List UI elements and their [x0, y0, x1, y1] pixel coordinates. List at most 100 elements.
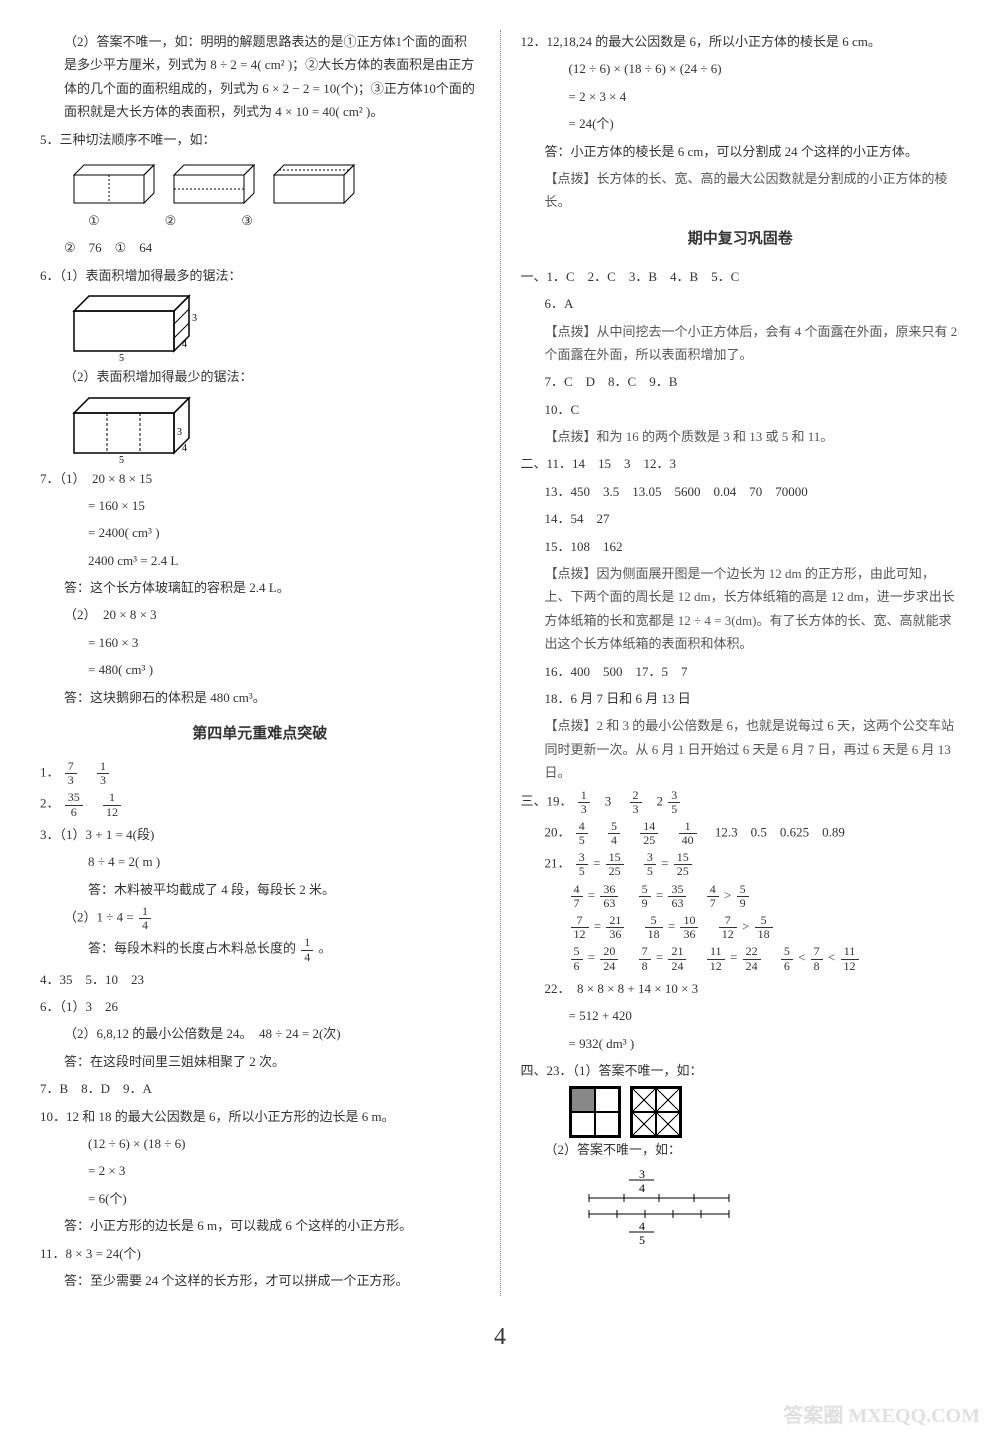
q7-1c: 2400 cm³ = 2.4 L: [40, 549, 480, 572]
f-22-24: 2224: [743, 945, 761, 972]
frac-35-6: 356: [65, 791, 83, 818]
s4-q3-1b: 答：木料被平均截成了 4 段，每段长 2 米。: [40, 878, 480, 901]
f-4-7b: 47: [707, 883, 719, 910]
s4-q10a: (12 ÷ 6) × (18 ÷ 6): [40, 1132, 480, 1155]
q7-2a: = 160 × 3: [40, 631, 480, 654]
s1-10-note: 【点拨】和为 16 的两个质数是 3 和 13 或 5 和 11。: [521, 425, 961, 448]
svg-text:3: 3: [192, 313, 197, 324]
s3-22: 22． 8 × 8 × 8 + 14 × 10 × 3: [521, 977, 961, 1000]
s4-q7: 7．B 8．D 9．A: [40, 1077, 480, 1100]
svg-text:5: 5: [119, 455, 124, 463]
s4-q1-label: 1．: [40, 765, 60, 780]
f-21-36: 2136: [606, 914, 624, 941]
right-column: 12．12,18,24 的最大公因数是 6，所以小正方体的棱长是 6 cm。 (…: [521, 30, 961, 1296]
s3-22a: = 512 + 420: [521, 1004, 961, 1027]
s4-q10: 10．12 和 18 的最大公因数是 6，所以小正方形的边长是 6 m。: [40, 1105, 480, 1128]
f-3-5b: 35: [644, 851, 656, 878]
sec4-title: 第四单元重难点突破: [40, 721, 480, 748]
f-11-12: 1112: [707, 945, 725, 972]
s4-23: 四、23．（1）答案不唯一，如：: [521, 1059, 961, 1082]
grid-a: [569, 1086, 621, 1138]
q7-1a: = 160 × 15: [40, 494, 480, 517]
s4-23-diagram: [521, 1086, 961, 1138]
frac-1-4: 14: [139, 905, 151, 932]
f-7-12b: 712: [719, 914, 737, 941]
f-5-18b: 518: [755, 914, 773, 941]
q5-ans: ② 76 ① 64: [40, 236, 480, 259]
s2-15: 15．108 162: [521, 535, 961, 558]
f-7-8b: 78: [811, 945, 823, 972]
page-number: 4: [40, 1316, 960, 1359]
s4-q3-2b: 答：每段木料的长度占木料总长度的 14 。: [40, 936, 480, 963]
s4-23-2-diagram: 3 4 4 5: [569, 1166, 749, 1246]
s4-q4: 4．35 5．10 23: [40, 968, 480, 991]
s1-7: 7．C D 8．C 9．B: [521, 370, 961, 393]
s4-q11a: 答：至少需要 24 个这样的长方形，才可以拼成一个正方形。: [40, 1269, 480, 1292]
s2-18-note: 【点拨】2 和 3 的最小公倍数是 6，也就是说每过 6 天，这两个公交车站同时…: [521, 714, 961, 784]
frac-1-4b: 14: [301, 936, 313, 963]
s4-q6-1: 6．（1）3 26: [40, 995, 480, 1018]
s4-q3-1a: 8 ÷ 4 = 2( m ): [40, 850, 480, 873]
s1-10: 10．C: [521, 398, 961, 421]
f-35-63: 3563: [668, 883, 686, 910]
s1-6: 6．A: [521, 292, 961, 315]
q6-1-diagram: 3 4 5: [64, 291, 204, 361]
frac-2-3: 23: [630, 789, 642, 816]
s4-q2: 2． 356 112: [40, 791, 480, 818]
q6-2: （2）表面积增加得最少的锯法：: [40, 365, 480, 388]
frac-14-25: 1425: [640, 820, 658, 847]
s4-q3-2b-pre: 答：每段木料的长度占木料总长度的: [88, 941, 296, 956]
f-20-24: 2024: [600, 945, 618, 972]
q7-2c: 答：这块鹅卵石的体积是 480 cm³。: [40, 686, 480, 709]
f-15-25b: 1525: [674, 851, 692, 878]
watermark: 答案圈 MXEQQ.COM: [783, 1398, 980, 1434]
s3-21-line2: 47 = 3663 59 = 3563 47 > 59: [521, 883, 961, 910]
s3-21-line1: 21． 35 = 1525 35 = 1525: [521, 851, 961, 878]
frac-1-12: 112: [103, 791, 121, 818]
grid-b: [630, 1086, 682, 1138]
q6-2-diagram: 3 4 5: [64, 393, 204, 463]
s2-13: 13．450 3.5 13.05 5600 0.04 70 70000: [521, 480, 961, 503]
left-column: （2）答案不唯一，如：明明的解题思路表达的是①正方体1个面的面积是多少平方厘米，…: [40, 30, 480, 1296]
q12b: = 2 × 3 × 4: [521, 85, 961, 108]
svg-text:4: 4: [182, 339, 187, 350]
q7-1b: = 2400( cm³ ): [40, 521, 480, 544]
frac-1-40: 140: [679, 820, 697, 847]
q5-intro: 5．三种切法顺序不唯一，如：: [40, 128, 480, 151]
svg-text:3: 3: [639, 1167, 645, 1181]
column-divider: [500, 30, 501, 1296]
frac-7-3: 73: [65, 760, 77, 787]
frac-1-3b: 13: [578, 789, 590, 816]
q5-labels: ① ② ③: [40, 209, 480, 232]
frac-1-3: 13: [97, 760, 109, 787]
f-4-7: 47: [571, 883, 583, 910]
s4-q3-2b-suf: 。: [319, 941, 332, 956]
s3-22b: = 932( dm³ ): [521, 1032, 961, 1055]
f-5-9b: 59: [737, 883, 749, 910]
s2-14: 14．54 27: [521, 507, 961, 530]
s3-21-line3: 712 = 2136 518 = 1036 712 > 518: [521, 914, 961, 941]
f-7-12: 712: [571, 914, 589, 941]
f-5-6: 56: [571, 945, 583, 972]
q12a: (12 ÷ 6) × (18 ÷ 6) × (24 ÷ 6): [521, 57, 961, 80]
s1-6-note: 【点拨】从中间挖去一个小正方体后，会有 4 个面露在外面，原来只有 2 个面露在…: [521, 320, 961, 367]
s4-q10c: = 6(个): [40, 1187, 480, 1210]
q12c: = 24(个): [521, 112, 961, 135]
s2-11: 二、11．14 15 3 12．3: [521, 452, 961, 475]
s3-20-tail: 12.3 0.5 0.625 0.89: [702, 825, 845, 840]
s3-20: 20． 45 54 1425 140 12.3 0.5 0.625 0.89: [521, 820, 961, 847]
f-10-36: 1036: [680, 914, 698, 941]
s3-21-line4: 56 = 2024 78 = 2124 1112 = 2224 56 < 78 …: [521, 945, 961, 972]
f-3-5a: 35: [576, 851, 588, 878]
svg-text:3: 3: [177, 427, 182, 438]
s4-23-2: （2）答案不唯一，如：: [521, 1138, 961, 1161]
svg-text:5: 5: [639, 1233, 645, 1246]
s2-18: 18．6 月 7 日和 6 月 13 日: [521, 687, 961, 710]
q7-1: 7．（1） 20 × 8 × 15: [40, 467, 480, 490]
f-11-12b: 1112: [841, 945, 859, 972]
q7-1d: 答：这个长方体玻璃缸的容积是 2.4 L。: [40, 576, 480, 599]
svg-text:4: 4: [182, 443, 187, 454]
q-open2: （2）答案不唯一，如：明明的解题思路表达的是①正方体1个面的面积是多少平方厘米，…: [40, 30, 480, 124]
f-21-24: 2124: [668, 945, 686, 972]
q12-note: 【点拨】长方体的长、宽、高的最大公因数就是分割成的小正方体的棱长。: [521, 167, 961, 214]
